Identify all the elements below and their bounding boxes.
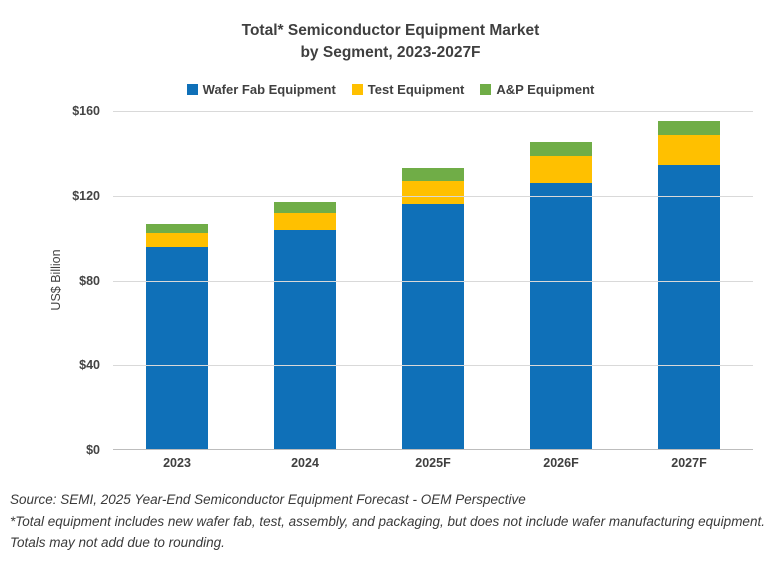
bar-2027f <box>658 111 720 450</box>
y-tick-label: $0 <box>86 443 100 457</box>
y-tick-label: $80 <box>79 273 100 288</box>
bar-segment-a-p-equipment-2026f <box>530 141 592 156</box>
bar-segment-a-p-equipment-2027f <box>658 120 720 136</box>
x-axis-ticks: 2023 2024 2025F 2026F 2027F <box>113 456 753 470</box>
legend-swatch-test-icon <box>351 84 363 95</box>
bar-slot-2027f <box>625 111 753 450</box>
bar-segment-wafer-fab-equipment-2023 <box>146 246 208 450</box>
x-axis-line <box>113 449 753 450</box>
bar-segment-a-p-equipment-2025f <box>402 168 464 181</box>
bar-segment-wafer-fab-equipment-2026f <box>530 183 592 450</box>
chart-title-line2: by Segment, 2023-2027F <box>300 44 481 61</box>
bars-row <box>113 111 753 450</box>
legend-item-wafer-fab-equipment: Wafer Fab Equipment <box>186 82 336 97</box>
footer-source-line: Source: SEMI, 2025 Year-End Semiconducto… <box>10 492 526 507</box>
gridline <box>113 195 753 197</box>
legend-label-test: Test Equipment <box>367 82 465 97</box>
footer-notes: Source: SEMI, 2025 Year-End Semiconducto… <box>10 489 777 554</box>
bar-slot-2026f <box>497 111 625 450</box>
legend-item-ap-equipment: A&P Equipment <box>480 82 594 97</box>
bar-segment-test-equipment-2023 <box>146 232 208 247</box>
y-tick-label: $160 <box>72 104 100 118</box>
bar-segment-wafer-fab-equipment-2027f <box>658 165 720 450</box>
bar-segment-test-equipment-2027f <box>658 135 720 166</box>
x-tick-label-2026f: 2026F <box>543 456 579 470</box>
x-tick-label-2024: 2024 <box>291 456 319 470</box>
bar-segment-wafer-fab-equipment-2024 <box>274 229 336 450</box>
bar-segment-test-equipment-2026f <box>530 155 592 184</box>
chart-title: Total* Semiconductor Equipment Market by… <box>0 20 781 64</box>
y-axis-ticks: $160 $120 $80 $40 $0 <box>40 104 100 457</box>
bar-slot-2024 <box>241 111 369 450</box>
bar-2025f <box>402 111 464 450</box>
x-tick-label-2023: 2023 <box>163 456 191 470</box>
bar-segment-wafer-fab-equipment-2025f <box>402 204 464 450</box>
legend: Wafer Fab Equipment Test Equipment A&P E… <box>0 82 781 97</box>
legend-item-test-equipment: Test Equipment <box>351 82 465 97</box>
footer-rounding-line: Totals may not add due to rounding. <box>10 535 225 550</box>
bar-2026f <box>530 111 592 450</box>
bar-segment-a-p-equipment-2023 <box>146 224 208 233</box>
gridline <box>113 111 753 112</box>
gridline <box>113 365 753 367</box>
y-tick-label: $40 <box>79 358 100 373</box>
x-tick-label-2027f: 2027F <box>671 456 707 470</box>
y-tick-label: $120 <box>72 188 100 203</box>
x-tick-label-2025f: 2025F <box>415 456 451 470</box>
bar-slot-2025f <box>369 111 497 450</box>
legend-label-ap: A&P Equipment <box>496 82 595 97</box>
plot-area <box>113 111 753 450</box>
legend-label-wafer-fab: Wafer Fab Equipment <box>202 82 336 97</box>
gridline <box>113 280 753 282</box>
bar-segment-test-equipment-2024 <box>274 212 336 230</box>
bar-2024 <box>274 111 336 450</box>
bar-segment-test-equipment-2025f <box>402 180 464 205</box>
legend-swatch-ap-icon <box>480 84 492 95</box>
chart-title-line1: Total* Semiconductor Equipment Market <box>241 22 540 39</box>
bar-segment-a-p-equipment-2024 <box>274 202 336 213</box>
legend-swatch-wafer-fab-icon <box>186 84 198 95</box>
footer-note-line: *Total equipment includes new wafer fab,… <box>10 513 765 529</box>
